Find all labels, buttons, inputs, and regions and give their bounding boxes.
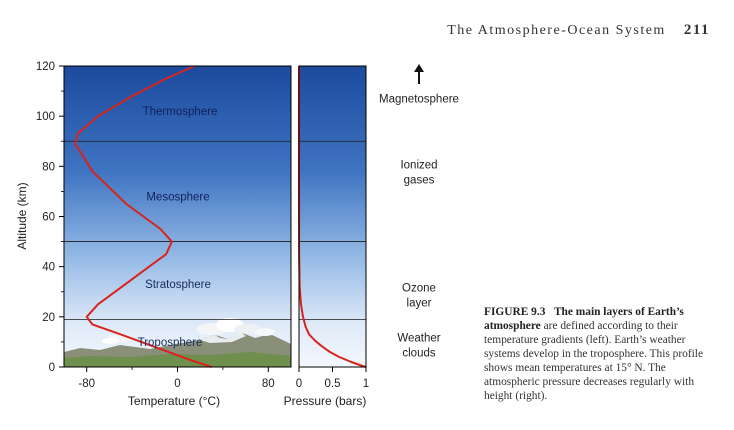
running-header: The Atmosphere-Ocean System 211 (447, 22, 710, 39)
caption-figure-label: FIGURE 9.3 (484, 306, 546, 318)
side-label: Magnetosphere (379, 94, 459, 106)
y-tick-label: 60 (42, 212, 55, 224)
temperature-x-tick-label: 80 (262, 378, 275, 390)
y-tick-label: 120 (36, 61, 55, 73)
temperature-axis-title: Temperature (°C) (128, 394, 220, 408)
temperature-x-tick-label: 0 (174, 378, 180, 390)
y-tick-label: 40 (42, 262, 55, 274)
page-number: 211 (683, 22, 710, 38)
pressure-panel-background (299, 66, 366, 367)
terrain-illustration (64, 318, 291, 367)
side-label: Weather (397, 332, 440, 344)
pressure-panel-frame (298, 65, 367, 368)
altitude-axis-title: Altitude (km) (15, 182, 29, 249)
y-tick-label: 0 (49, 362, 55, 374)
layer-label-mesosphere: Mesosphere (146, 191, 209, 203)
pressure-axis-title: Pressure (bars) (284, 394, 367, 408)
side-label: clouds (402, 347, 435, 359)
caption-bold-text: The main layers of Earth’s atmosphere (484, 306, 684, 332)
temperature-x-tick-label: -80 (78, 378, 95, 390)
temperature-panel-frame (63, 65, 292, 368)
layer-label-troposphere: Troposphere (138, 337, 203, 349)
temperature-profile-line (74, 65, 212, 368)
pressure-x-tick-label: 0.5 (325, 378, 341, 390)
pressure-x-tick-label: 1 (363, 378, 369, 390)
up-arrow-icon (414, 64, 424, 84)
side-label: gases (404, 174, 435, 186)
side-label: Ionized (400, 159, 437, 171)
y-tick-label: 20 (42, 312, 55, 324)
side-label: Ozone (402, 282, 436, 294)
y-tick-label: 80 (42, 161, 55, 173)
header-title: The Atmosphere-Ocean System (447, 23, 666, 38)
pressure-x-tick-label: 0 (296, 378, 302, 390)
side-label: layer (407, 297, 432, 309)
figure-caption: FIGURE 9.3 The main layers of Earth’s at… (484, 305, 720, 403)
y-tick-label: 100 (36, 111, 55, 123)
layer-label-stratosphere: Stratosphere (145, 279, 211, 291)
temperature-panel-background (64, 66, 291, 367)
layer-label-thermosphere: Thermosphere (143, 106, 218, 118)
caption-body: are defined according to their temperatu… (484, 320, 704, 402)
